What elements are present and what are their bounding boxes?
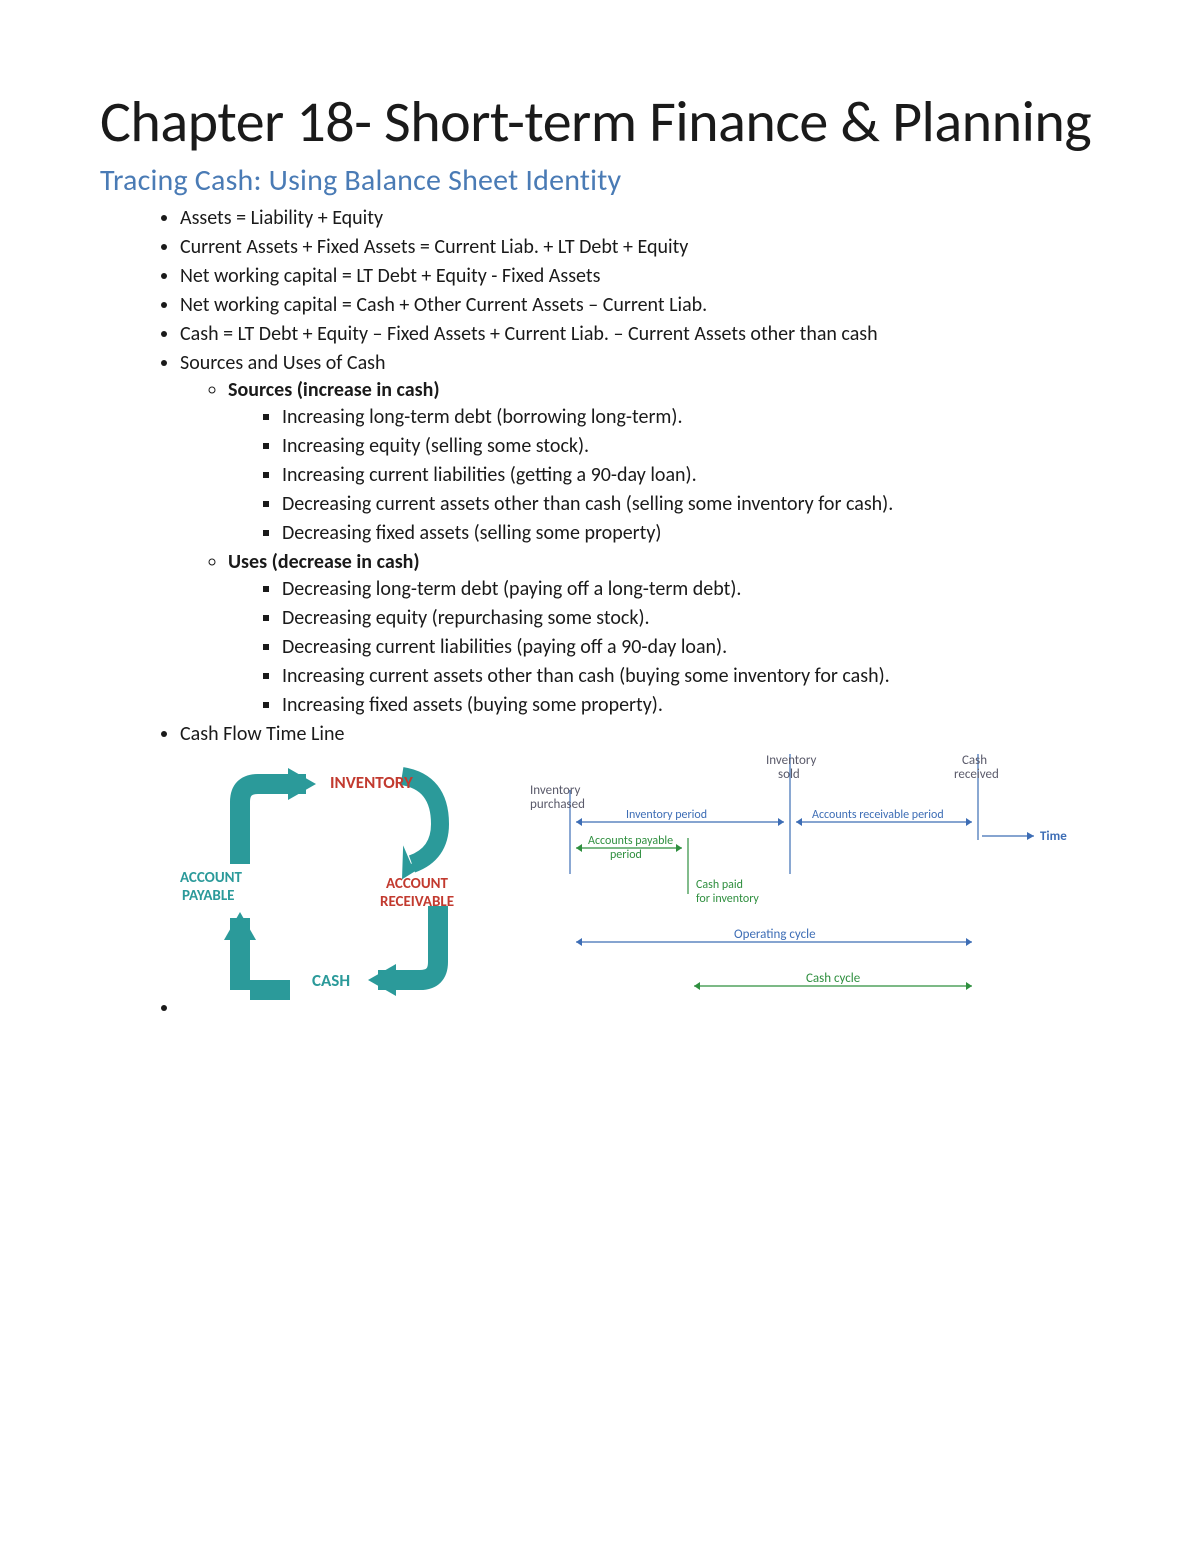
cycle-label-cash: CASH — [312, 970, 350, 991]
bullet-list: Assets = Liability + Equity Current Asse… — [100, 205, 1100, 1014]
cycle-label-ar-1: ACCOUNT — [386, 875, 448, 893]
list-item: Sources (increase in cash) Increasing lo… — [228, 377, 1100, 547]
tl-ar-period: Accounts receivable period — [812, 808, 944, 822]
list-item: Increasing long-term debt (borrowing lon… — [282, 404, 1100, 431]
section-heading: Tracing Cash: Using Balance Sheet Identi… — [100, 162, 1100, 199]
tl-cash-received-2: received — [954, 767, 999, 782]
list-item: Increasing current assets other than cas… — [282, 663, 1100, 690]
list-item: Decreasing long-term debt (paying off a … — [282, 576, 1100, 603]
cash-flow-timeline-label: Cash Flow Time Line — [180, 722, 344, 746]
cycle-label-ap-2: PAYABLE — [182, 887, 235, 905]
list-item-figure: INVENTORY ACCOUNT RECEIVABLE CASH ACCOUN… — [180, 754, 1100, 1014]
sources-heading: Sources (increase in cash) — [228, 378, 440, 402]
tl-inv-sold-2: sold — [778, 767, 800, 782]
tl-ap-period-2: period — [610, 848, 642, 862]
page-title: Chapter 18- Short-term Finance & Plannin… — [100, 90, 1100, 154]
cycle-label-ar-2: RECEIVABLE — [380, 893, 454, 911]
tl-inv-period: Inventory period — [626, 808, 707, 822]
list-item: Cash = LT Debt + Equity – Fixed Assets +… — [180, 321, 1100, 348]
tl-cash-paid-1: Cash paid — [696, 878, 743, 892]
uses-heading: Uses (decrease in cash) — [228, 550, 420, 574]
list-item: Increasing current liabilities (getting … — [282, 462, 1100, 489]
cycle-label-ap-1: ACCOUNT — [180, 869, 242, 887]
tl-time: Time — [1040, 829, 1067, 844]
list-item: Uses (decrease in cash) Decreasing long-… — [228, 549, 1100, 719]
tl-cash-cycle: Cash cycle — [806, 971, 860, 986]
list-item-label: Sources and Uses of Cash — [180, 351, 386, 375]
tl-cash-paid-2: for inventory — [696, 892, 759, 906]
document-page: Chapter 18- Short-term Finance & Plannin… — [0, 0, 1200, 1076]
list-item: Current Assets + Fixed Assets = Current … — [180, 234, 1100, 261]
list-item: Increasing fixed assets (buying some pro… — [282, 692, 1100, 719]
list-item: Decreasing fixed assets (selling some pr… — [282, 520, 1100, 547]
list-item: Decreasing current assets other than cas… — [282, 491, 1100, 518]
list-item: Sources and Uses of Cash Sources (increa… — [180, 350, 1100, 719]
tl-cash-received-1: Cash — [962, 754, 987, 768]
tl-inv-purchased-1: Inventory — [530, 783, 580, 798]
list-item: Increasing equity (selling some stock). — [282, 433, 1100, 460]
list-item: Decreasing equity (repurchasing some sto… — [282, 605, 1100, 632]
cycle-label-inventory: INVENTORY — [330, 772, 413, 793]
tl-inv-purchased-2: purchased — [530, 797, 585, 812]
list-item: Net working capital = LT Debt + Equity -… — [180, 263, 1100, 290]
list-item: Cash Flow Time Line — [180, 721, 1100, 748]
list-item: Net working capital = Cash + Other Curre… — [180, 292, 1100, 319]
tl-operating-cycle: Operating cycle — [734, 927, 816, 942]
cash-flow-timeline-diagram: Inventory purchased Inventory sold Cash … — [510, 754, 1070, 1014]
list-item: Assets = Liability + Equity — [180, 205, 1100, 232]
tl-inv-sold-1: Inventory — [766, 754, 816, 768]
list-item: Decreasing current liabilities (paying o… — [282, 634, 1100, 661]
cash-cycle-diagram: INVENTORY ACCOUNT RECEIVABLE CASH ACCOUN… — [180, 754, 500, 1014]
tl-ap-period-1: Accounts payable — [588, 834, 673, 848]
